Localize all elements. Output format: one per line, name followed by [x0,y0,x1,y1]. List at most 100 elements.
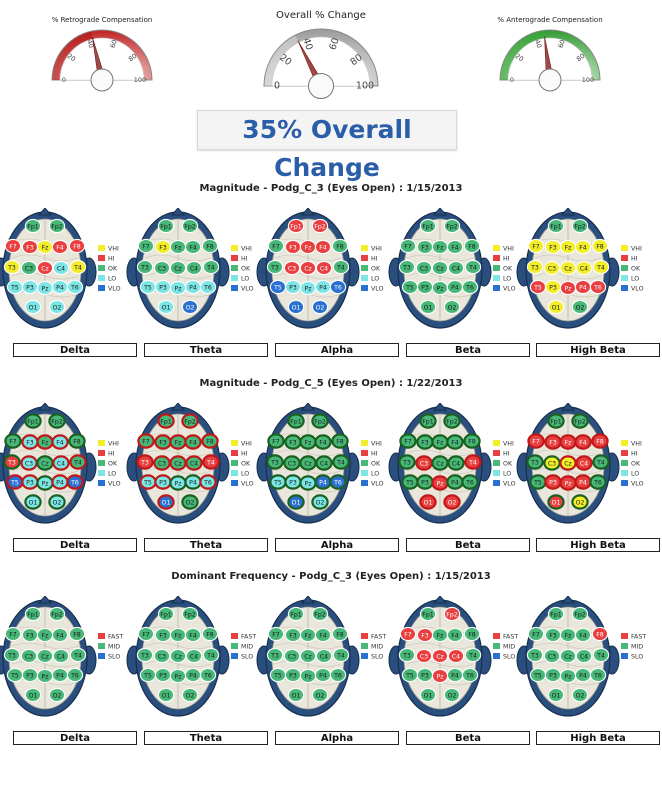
electrode-fz: Fz [169,434,187,450]
legend-label: VLO [108,286,121,293]
electrode-t3: T3 [526,454,544,470]
legend-entry-mid: MID [98,643,120,651]
legend-entry-lo: LO [98,470,116,478]
electrode-cz: Cz [169,260,187,276]
legend-swatch [231,480,238,486]
electrode-label: F3 [26,633,34,640]
electrode-label: Fp1 [550,224,561,231]
electrode-fp2: Fp2 [48,413,66,429]
electrode-label: C3 [158,654,166,661]
electrode-label: P3 [159,673,167,680]
legend-label: HI [241,256,248,263]
electrode-label: C4 [190,461,198,468]
electrode-marker [447,648,465,664]
electrode-marker [157,606,175,622]
electrode-label: P3 [549,480,557,487]
electrode-fp1: Fp1 [157,218,175,234]
electrode-f8: F8 [331,626,349,642]
electrode-o1: O1 [287,687,305,703]
band-label-delta: Delta [13,343,137,357]
electrode-label: T3 [530,265,539,272]
electrode-t6: T6 [66,667,84,683]
electrode-f7: F7 [267,626,285,642]
electrode-marker [526,647,544,663]
brain-fold [11,660,79,668]
legend-entry-lo: LO [493,275,511,283]
electrode-c4: C4 [185,455,203,471]
legend-label: FAST [241,634,256,641]
electrode-label: P3 [26,480,34,487]
electrode-label: Pz [175,481,182,488]
electrode-marker [136,454,154,470]
electrode-marker [463,626,481,642]
electrode-marker [571,299,589,315]
electrode-f3: F3 [21,239,39,255]
electrode-label: T6 [203,480,212,487]
electrode-label: F7 [532,244,540,251]
electrode-marker [464,647,482,663]
electrode-c3: C3 [543,260,561,276]
electrode-label: C4 [580,654,588,661]
electrode-o1: O1 [547,299,565,315]
electrode-marker [446,239,464,255]
electrode-marker [547,687,565,703]
legend-swatch [361,255,368,261]
electrode-p4: P4 [446,474,464,490]
band-label-delta: Delta [13,731,137,745]
legend-entry-mid: MID [621,643,643,651]
electrode-label: F4 [451,633,459,640]
legend-label: FAST [371,634,386,641]
legend-label: VLO [241,286,254,293]
electrode-marker [181,687,199,703]
electrode-label: T3 [140,265,149,272]
electrode-label: O1 [424,693,433,700]
electrode-marker [169,260,187,276]
electrode-label: F8 [206,439,214,446]
electrode-label: T6 [70,673,79,680]
brain-fold [144,642,212,650]
electrode-o1: O1 [157,494,175,510]
electrode-c3: C3 [153,455,171,471]
electrode-label: T5 [533,285,542,292]
head-nose [170,208,186,216]
electrode-label: O1 [424,305,433,312]
electrode-f3: F3 [416,627,434,643]
gauge-title: % Anterograde Compensation [497,16,602,24]
legend-entry-vlo: VLO [231,285,254,293]
electrode-pz: Pz [431,668,449,684]
electrode-fp2: Fp2 [181,606,199,622]
electrode-label: F7 [272,439,280,446]
electrode-label: C4 [580,461,588,468]
gauge-tick-label: 20 [514,52,525,63]
electrode-f3: F3 [284,627,302,643]
electrode-marker [36,260,54,276]
electrode-fp1: Fp1 [419,413,437,429]
electrode-marker [311,606,329,622]
electrode-f4: F4 [574,434,592,450]
electrode-marker [299,260,317,276]
electrode-t5: T5 [401,279,419,295]
electrode-marker [3,454,21,470]
electrode-marker [443,687,461,703]
legend-entry-lo: LO [231,275,249,283]
electrode-p3: P3 [544,667,562,683]
electrode-marker [283,260,301,276]
section-title: Dominant Frequency - Podg_C_3 (Eyes Open… [171,571,491,582]
electrode-label: F8 [336,439,344,446]
electrode-label: Fp2 [574,224,585,231]
electrode-fz: Fz [169,239,187,255]
legend-entry-slo: SLO [231,653,253,661]
electrode-marker [559,260,577,276]
electrode-o1: O1 [24,299,42,315]
electrode-p3: P3 [284,474,302,490]
electrode-o2: O2 [48,494,66,510]
electrode-t5: T5 [6,474,24,490]
electrode-marker [527,433,545,449]
electrode-label: Cz [174,266,182,273]
electrode-o1: O1 [547,494,565,510]
electrode-c3: C3 [20,260,38,276]
electrode-cz: Cz [559,260,577,276]
legend-label: LO [108,471,116,478]
gauge-red: % Retrograde Compensation 0 20 40 60 80 100 [51,16,153,92]
electrode-pz: Pz [431,280,449,296]
